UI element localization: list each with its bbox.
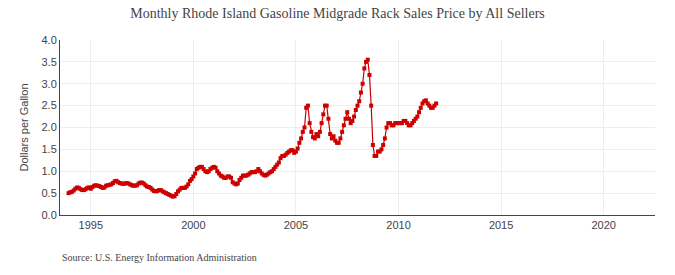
svg-text:Dollars per Gallon: Dollars per Gallon [18,83,30,171]
svg-text:1995: 1995 [79,219,103,231]
svg-text:0.0: 0.0 [42,209,57,221]
svg-text:2015: 2015 [489,219,513,231]
svg-text:3.0: 3.0 [42,78,57,90]
svg-text:1.0: 1.0 [42,165,57,177]
svg-text:2020: 2020 [591,219,615,231]
svg-text:4.0: 4.0 [42,34,57,46]
svg-text:2010: 2010 [386,219,410,231]
svg-text:2.5: 2.5 [42,99,57,111]
svg-text:1.5: 1.5 [42,143,57,155]
svg-text:Monthly Rhode Island Gasoline: Monthly Rhode Island Gasoline Midgrade R… [130,6,545,21]
svg-text:2.0: 2.0 [42,121,57,133]
svg-text:0.5: 0.5 [42,187,57,199]
svg-text:2005: 2005 [284,219,308,231]
svg-text:Source: U.S. Energy Informatio: Source: U.S. Energy Information Administ… [62,252,257,263]
svg-text:3.5: 3.5 [42,56,57,68]
svg-text:2000: 2000 [181,219,205,231]
